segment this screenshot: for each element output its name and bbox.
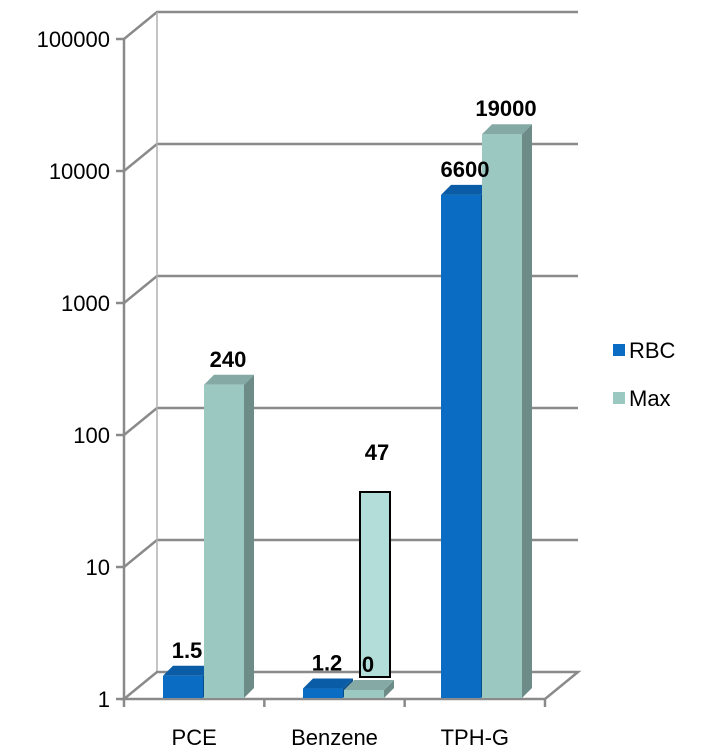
y-tick-label: 10 (86, 555, 110, 580)
data-labels: 1.5 240 1.2 0 6600 19000 (172, 96, 537, 677)
y-tick-label: 1 (98, 687, 110, 712)
bar (204, 374, 254, 698)
legend: RBC Max (613, 338, 676, 411)
legend-label: RBC (629, 338, 676, 363)
bar-front (482, 134, 522, 698)
data-label: 6600 (441, 157, 490, 182)
y-tick-label: 1000 (61, 291, 110, 316)
data-label: 240 (210, 347, 247, 372)
bar-front (344, 690, 384, 698)
bar (344, 680, 394, 698)
bars (163, 124, 532, 699)
legend-swatch (613, 392, 625, 404)
bar (482, 124, 532, 698)
bar-front (303, 688, 343, 698)
bar-top (344, 680, 394, 690)
y-tick-label: 100000 (37, 27, 110, 52)
y-axis: 1 10 100 1000 10000 100000 (37, 12, 158, 712)
annotation-label: 47 (365, 440, 389, 465)
bar-top (204, 374, 254, 385)
legend-label: Max (629, 386, 671, 411)
bar-front (163, 675, 203, 698)
y-tick-label: 100 (73, 423, 110, 448)
data-label: 1.5 (172, 638, 203, 663)
annotation-bar: 47 (359, 440, 391, 678)
legend-swatch (613, 344, 625, 356)
data-label: 0 (362, 652, 374, 677)
gridline (123, 10, 578, 40)
bar-top (303, 678, 353, 689)
bar-top (441, 184, 491, 195)
bar-top (163, 665, 213, 676)
bar-front (441, 194, 481, 699)
bar-side (244, 374, 254, 698)
data-label: 1.2 (312, 651, 343, 676)
bar-front (204, 384, 244, 698)
x-tick-label: Benzene (291, 725, 378, 750)
bar-side (384, 680, 394, 698)
data-label: 19000 (475, 96, 536, 121)
x-axis-labels: PCE Benzene TPH-G (172, 725, 510, 750)
bar-top (482, 124, 532, 135)
annotation-box (359, 490, 391, 678)
annotations: 47 (359, 440, 391, 678)
y-tick-label: 10000 (49, 159, 110, 184)
x-tick-label: PCE (172, 725, 217, 750)
x-tick-label: TPH-G (441, 725, 509, 750)
bar-side (522, 124, 532, 698)
